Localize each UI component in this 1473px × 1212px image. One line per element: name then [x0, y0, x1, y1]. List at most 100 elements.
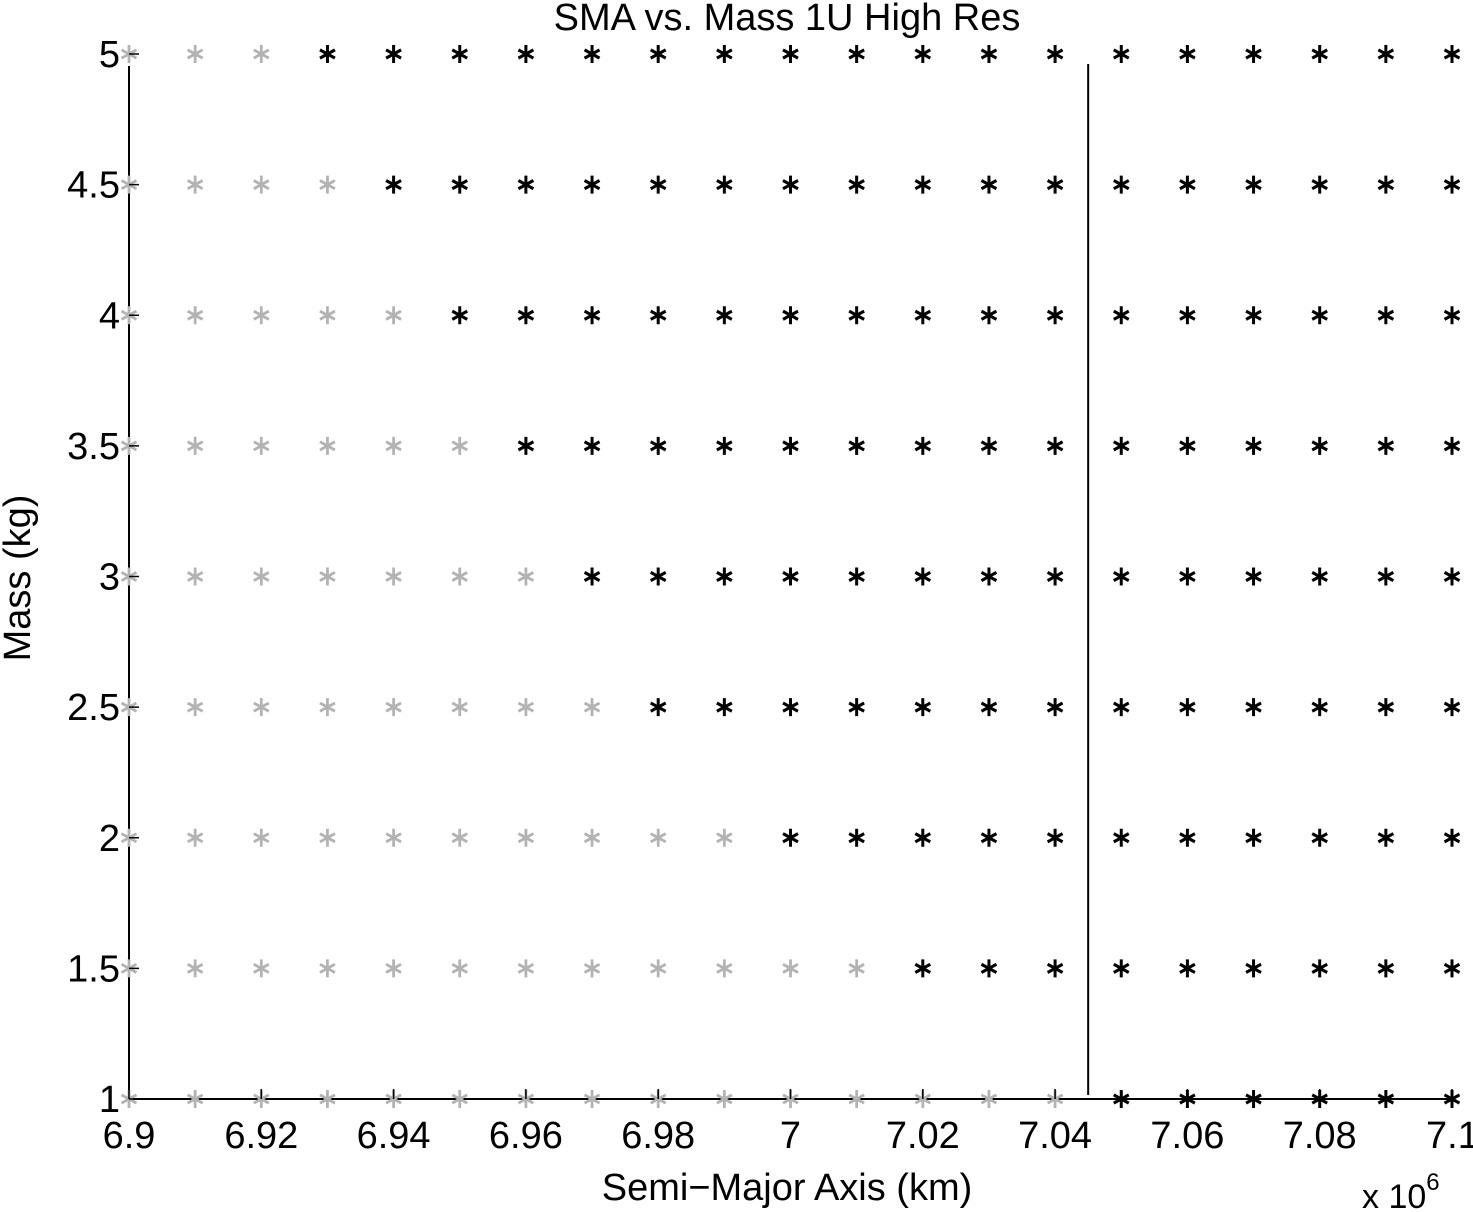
data-point-black — [1377, 175, 1395, 194]
data-point-black — [782, 306, 799, 325]
data-point-black — [517, 436, 535, 455]
data-point-grey — [716, 828, 733, 847]
data-point-black — [1046, 698, 1064, 717]
data-point-black — [1377, 45, 1395, 63]
data-point-black — [583, 567, 601, 586]
data-point-black — [517, 175, 535, 194]
data-point-black — [1113, 1090, 1130, 1108]
data-point-black — [1377, 567, 1395, 586]
data-point-grey — [186, 567, 204, 586]
data-point-black — [1113, 959, 1130, 978]
data-point-grey — [253, 45, 270, 63]
data-point-black — [716, 698, 733, 717]
data-point-grey — [385, 959, 402, 978]
data-point-black — [1311, 959, 1328, 978]
data-point-grey — [451, 959, 468, 978]
data-point-black — [451, 175, 468, 194]
data-point-black — [848, 175, 865, 194]
data-point-black — [1443, 175, 1461, 194]
data-point-black — [782, 175, 799, 194]
data-point-grey — [186, 698, 204, 717]
data-point-black — [1113, 698, 1130, 717]
y-tick-label: 3.5 — [67, 426, 120, 468]
data-point-black — [1179, 45, 1196, 63]
data-point-black — [980, 959, 998, 978]
data-point-grey — [253, 436, 270, 455]
data-point-black — [716, 567, 733, 586]
data-point-grey — [583, 828, 601, 847]
data-point-black — [583, 306, 601, 325]
data-point-black — [1377, 959, 1395, 978]
data-point-grey — [186, 306, 204, 325]
data-point-black — [1245, 567, 1262, 586]
data-point-black — [914, 959, 932, 978]
data-point-grey — [385, 828, 402, 847]
data-point-grey — [186, 1090, 204, 1108]
data-point-black — [1179, 959, 1196, 978]
data-point-black — [914, 436, 932, 455]
data-point-grey — [517, 959, 535, 978]
data-point-black — [583, 436, 601, 455]
data-point-black — [1113, 175, 1130, 194]
data-point-black — [1443, 698, 1461, 717]
data-point-black — [1443, 306, 1461, 325]
data-point-black — [914, 175, 932, 194]
data-point-grey — [517, 567, 535, 586]
y-tick-label: 5 — [99, 34, 120, 76]
x-axis-label: Semi−Major Axis (km) — [602, 1167, 973, 1209]
data-point-black — [649, 306, 667, 325]
data-point-grey — [385, 306, 402, 325]
data-point-black — [1245, 828, 1262, 847]
data-point-black — [385, 45, 402, 63]
data-point-black — [1046, 175, 1064, 194]
data-point-grey — [253, 828, 270, 847]
data-point-black — [649, 567, 667, 586]
data-point-black — [914, 567, 932, 586]
data-point-black — [1443, 45, 1461, 63]
y-tick-label: 2 — [99, 818, 120, 860]
y-tick-label: 2.5 — [67, 687, 120, 729]
data-point-black — [451, 45, 468, 63]
data-point-black — [716, 45, 733, 63]
data-point-black — [517, 45, 535, 63]
data-point-black — [1113, 828, 1130, 847]
y-tick-label: 4 — [99, 295, 120, 337]
data-point-black — [782, 698, 799, 717]
data-point-black — [319, 45, 336, 63]
data-point-grey — [253, 959, 270, 978]
data-point-black — [980, 698, 998, 717]
data-point-black — [1443, 959, 1461, 978]
data-point-grey — [385, 436, 402, 455]
data-point-black — [1179, 436, 1196, 455]
data-point-grey — [848, 959, 865, 978]
data-point-black — [716, 175, 733, 194]
data-point-grey — [186, 45, 204, 63]
data-point-black — [848, 306, 865, 325]
x-tick-label: 7.06 — [1150, 1115, 1224, 1157]
data-point-black — [1245, 436, 1262, 455]
data-point-black — [1443, 828, 1461, 847]
data-point-grey — [319, 436, 336, 455]
data-point-black — [583, 175, 601, 194]
data-point-black — [583, 45, 601, 63]
data-point-black — [1377, 828, 1395, 847]
data-point-black — [1245, 1090, 1262, 1108]
data-point-black — [1311, 45, 1328, 63]
y-tick-label: 1.5 — [67, 948, 120, 990]
data-point-grey — [451, 1090, 468, 1108]
data-point-black — [848, 567, 865, 586]
data-point-black — [1443, 567, 1461, 586]
data-point-black — [649, 175, 667, 194]
data-point-black — [716, 436, 733, 455]
data-point-black — [1245, 45, 1262, 63]
data-point-black — [980, 45, 998, 63]
data-point-black — [914, 828, 932, 847]
data-point-black — [1311, 436, 1328, 455]
x-tick-label: 6.9 — [103, 1115, 156, 1157]
y-tick-label: 1 — [99, 1079, 120, 1121]
data-point-grey — [583, 698, 601, 717]
data-point-grey — [385, 567, 402, 586]
data-point-black — [1179, 175, 1196, 194]
data-point-grey — [650, 828, 667, 847]
